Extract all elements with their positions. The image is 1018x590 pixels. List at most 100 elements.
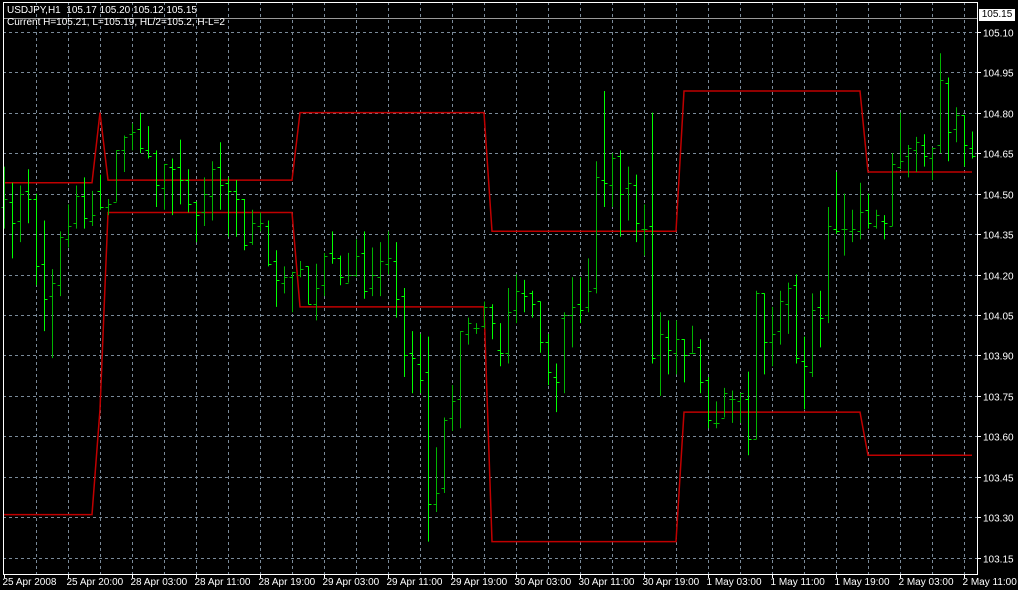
ohlc-bar	[145, 126, 152, 159]
y-tick-label: 103.60	[983, 433, 1014, 444]
x-tick-label: 30 Apr 03:00	[515, 577, 572, 588]
ohlc-bar	[817, 290, 824, 348]
ohlc-bar	[81, 177, 88, 229]
x-tick-label: 29 Apr 19:00	[451, 577, 508, 588]
high-low-envelope	[4, 90, 972, 543]
x-tick-label: 29 Apr 03:00	[323, 577, 380, 588]
ohlc-bar	[401, 288, 408, 378]
ohlc-bar	[361, 231, 368, 299]
y-tick-label: 103.15	[983, 555, 1014, 566]
ohlc-bar	[321, 252, 328, 297]
x-tick-label: 25 Apr 2008	[3, 577, 57, 588]
ohlc-bar	[353, 239, 360, 278]
ohlc-bar	[337, 255, 344, 286]
current-price-label: 105.15	[979, 9, 1015, 21]
ohlc-bar	[193, 201, 200, 243]
ohlc-bar	[777, 290, 784, 345]
ohlc-bar	[865, 193, 872, 229]
ohlc-bar	[385, 231, 392, 275]
ohlc-bar	[481, 301, 488, 329]
ohlc-bars	[1, 53, 976, 542]
ohlc-bar	[185, 169, 192, 213]
chart-frame	[3, 2, 978, 575]
ohlc-bar	[585, 258, 592, 313]
ohlc-bar	[201, 177, 208, 226]
ohlc-bar	[161, 163, 168, 210]
ohlc-bar	[217, 142, 224, 210]
ohlc-bar	[593, 161, 600, 294]
ohlc-bar	[969, 131, 976, 159]
ohlc-bar	[393, 242, 400, 318]
ohlc-bar	[513, 274, 520, 324]
ohlc-bar	[369, 247, 376, 297]
grid	[3, 2, 977, 574]
ohlc-bar	[265, 220, 272, 267]
ohlc-bar	[121, 135, 128, 172]
ohlc-bar	[441, 417, 448, 494]
x-tick-label: 30 Apr 19:00	[643, 577, 700, 588]
ohlc-bar	[689, 325, 696, 354]
ohlc-bar	[729, 390, 736, 423]
ohlc-bar	[497, 323, 504, 367]
price-axis[interactable]: 105.10 104.95 104.80 104.65 104.50 104.35 104.…	[977, 29, 1014, 566]
ohlc-bar	[873, 209, 880, 229]
ohlc-bar	[433, 447, 440, 512]
y-tick-label: 103.30	[983, 514, 1014, 525]
ohlc-bar	[57, 231, 64, 297]
y-tick-label: 105.10	[983, 29, 1014, 40]
ohlc-bar	[953, 107, 960, 143]
ohlc-bar	[753, 290, 760, 440]
ohlc-bar	[505, 288, 512, 364]
ohlc-bar	[561, 312, 568, 394]
ohlc-bar	[425, 336, 432, 542]
ohlc-bar	[105, 198, 112, 216]
ohlc-bar	[417, 333, 424, 394]
ohlc-bar	[249, 209, 256, 245]
ohlc-bar	[209, 161, 216, 221]
ohlc-bar	[521, 279, 528, 313]
ohlc-bar	[801, 336, 808, 410]
ohlc-bar	[793, 274, 800, 364]
lower-envelope-line	[4, 211, 972, 543]
ohlc-bar	[921, 134, 928, 167]
ohlc-bar	[257, 212, 264, 232]
ohlc-bar	[153, 150, 160, 208]
ohlc-bar	[33, 193, 40, 286]
ohlc-bar	[113, 150, 120, 203]
y-tick-label: 104.50	[983, 191, 1014, 202]
ohlc-bar	[641, 204, 648, 256]
ohlc-bar	[721, 387, 728, 419]
x-tick-label: 1 May 19:00	[835, 577, 890, 588]
ohlc-bar	[1, 166, 8, 229]
x-tick-label: 28 Apr 11:00	[195, 577, 251, 588]
ohlc-bar	[961, 115, 968, 167]
ohlc-bar	[25, 169, 32, 224]
ohlc-bar	[617, 150, 624, 237]
ohlc-bar	[577, 277, 584, 324]
ohlc-bar	[281, 266, 288, 294]
ohlc-bar	[697, 339, 704, 394]
y-tick-label: 104.80	[983, 110, 1014, 121]
ohlc-bar	[673, 320, 680, 375]
ohlc-bar	[177, 139, 184, 205]
ohlc-bar	[609, 153, 616, 208]
y-tick-label: 103.75	[983, 393, 1014, 404]
ohlc-bar	[929, 147, 936, 181]
x-tick-label: 1 May 03:00	[707, 577, 762, 588]
time-axis[interactable]: 25 Apr 2008 25 Apr 20:00 28 Apr 03:00 28 Ap…	[3, 574, 1018, 588]
ohlc-bar	[297, 261, 304, 278]
ohlc-bar	[897, 112, 904, 170]
ohlc-bar	[73, 185, 80, 229]
ohlc-bar	[785, 282, 792, 334]
ohlc-bar	[97, 174, 104, 210]
ohlc-bar	[761, 293, 768, 375]
ohlc-bar	[377, 242, 384, 297]
x-tick-label: 28 Apr 03:00	[131, 577, 188, 588]
ohlc-bar	[489, 304, 496, 340]
ohlc-bar	[529, 290, 536, 318]
ohlc-bar	[329, 231, 336, 264]
ohlc-bar	[809, 293, 816, 378]
y-tick-label: 103.45	[983, 474, 1014, 485]
y-tick-label: 104.35	[983, 231, 1014, 242]
